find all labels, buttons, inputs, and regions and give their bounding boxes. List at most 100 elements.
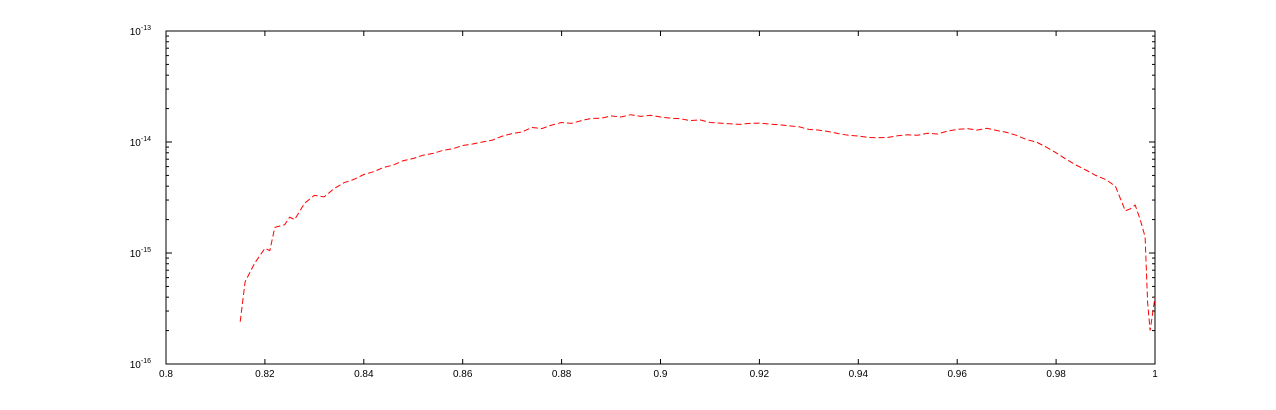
x-tick-label: 0.8 bbox=[159, 369, 173, 380]
data-point bbox=[888, 137, 889, 138]
data-point bbox=[977, 130, 978, 131]
data-point bbox=[739, 124, 740, 125]
data-point bbox=[1140, 219, 1141, 220]
data-point bbox=[670, 118, 671, 119]
data-point bbox=[492, 140, 493, 141]
y-tick-label-exponent: -15 bbox=[141, 247, 151, 254]
data-point bbox=[1056, 152, 1057, 153]
data-point bbox=[907, 134, 908, 135]
data-point bbox=[373, 171, 374, 172]
data-point bbox=[967, 128, 968, 129]
data-point bbox=[927, 133, 928, 134]
data-point bbox=[917, 135, 918, 136]
data-point bbox=[640, 116, 641, 117]
data-point bbox=[1026, 139, 1027, 140]
data-point bbox=[630, 114, 631, 115]
x-tick-label: 0.96 bbox=[947, 369, 967, 380]
data-point bbox=[289, 217, 290, 218]
data-point bbox=[897, 135, 898, 136]
data-point bbox=[1130, 208, 1131, 209]
data-point bbox=[304, 203, 305, 204]
data-point bbox=[700, 119, 701, 120]
series-line bbox=[239, 114, 1156, 331]
data-point bbox=[581, 120, 582, 121]
data-point bbox=[314, 195, 315, 196]
data-point bbox=[482, 142, 483, 143]
data-point bbox=[1150, 330, 1151, 331]
y-tick-label: 10-13 bbox=[130, 25, 151, 38]
data-point bbox=[1145, 236, 1146, 237]
data-point bbox=[403, 160, 404, 161]
data-point bbox=[1006, 132, 1007, 133]
data-point bbox=[561, 122, 562, 123]
x-tick-label: 0.9 bbox=[654, 369, 668, 380]
data-point bbox=[1155, 297, 1156, 298]
data-point bbox=[620, 117, 621, 118]
data-point bbox=[1075, 165, 1076, 166]
data-point bbox=[1125, 210, 1126, 211]
data-point bbox=[383, 167, 384, 168]
y-tick-label-base: 10 bbox=[130, 360, 142, 371]
data-point bbox=[957, 129, 958, 130]
data-point bbox=[1147, 302, 1148, 303]
y-tick-label-exponent: -16 bbox=[141, 358, 151, 365]
data-point bbox=[729, 123, 730, 124]
y-tick-label: 10-14 bbox=[130, 136, 151, 149]
x-tick-label: 0.82 bbox=[255, 369, 275, 380]
data-point bbox=[650, 115, 651, 116]
data-point bbox=[937, 134, 938, 135]
data-point bbox=[1085, 170, 1086, 171]
data-point bbox=[878, 137, 879, 138]
data-point bbox=[848, 135, 849, 136]
data-point bbox=[1135, 205, 1136, 206]
data-point bbox=[986, 128, 987, 129]
data-point bbox=[571, 123, 572, 124]
data-point bbox=[353, 179, 354, 180]
y-tick-label-base: 10 bbox=[130, 138, 142, 149]
data-point bbox=[541, 128, 542, 129]
data-point bbox=[719, 123, 720, 124]
data-point bbox=[799, 126, 800, 127]
data-point bbox=[828, 131, 829, 132]
y-tick-label-base: 10 bbox=[130, 27, 142, 38]
data-point bbox=[334, 188, 335, 189]
data-point bbox=[710, 122, 711, 123]
data-point bbox=[779, 124, 780, 125]
data-point bbox=[818, 130, 819, 131]
data-point bbox=[1066, 159, 1067, 160]
data-point bbox=[601, 118, 602, 119]
data-point bbox=[1105, 179, 1106, 180]
data-point bbox=[423, 155, 424, 156]
data-point bbox=[363, 174, 364, 175]
axes-box bbox=[165, 30, 1156, 365]
x-tick-label: 0.92 bbox=[750, 369, 770, 380]
data-point bbox=[413, 158, 414, 159]
data-point bbox=[240, 321, 241, 322]
y-tick-label: 10-16 bbox=[130, 358, 151, 371]
data-point bbox=[996, 130, 997, 131]
data-point bbox=[1115, 186, 1116, 187]
series-layer bbox=[239, 114, 1156, 331]
data-point bbox=[1016, 135, 1017, 136]
data-point bbox=[1046, 147, 1047, 148]
data-point bbox=[769, 124, 770, 125]
data-point bbox=[690, 120, 691, 121]
data-point bbox=[1036, 142, 1037, 143]
x-tick-label: 1 bbox=[1152, 369, 1158, 380]
data-point bbox=[789, 125, 790, 126]
data-point bbox=[611, 115, 612, 116]
data-point bbox=[269, 250, 270, 251]
x-tick-label: 0.86 bbox=[453, 369, 473, 380]
data-point bbox=[462, 145, 463, 146]
data-point bbox=[868, 137, 869, 138]
data-point bbox=[452, 148, 453, 149]
data-point bbox=[808, 129, 809, 130]
data-point bbox=[680, 118, 681, 119]
x-tick-label: 0.84 bbox=[354, 369, 374, 380]
data-point bbox=[838, 133, 839, 134]
data-point bbox=[551, 125, 552, 126]
y-tick-label: 10-15 bbox=[130, 247, 151, 260]
data-point bbox=[344, 182, 345, 183]
data-point bbox=[759, 123, 760, 124]
